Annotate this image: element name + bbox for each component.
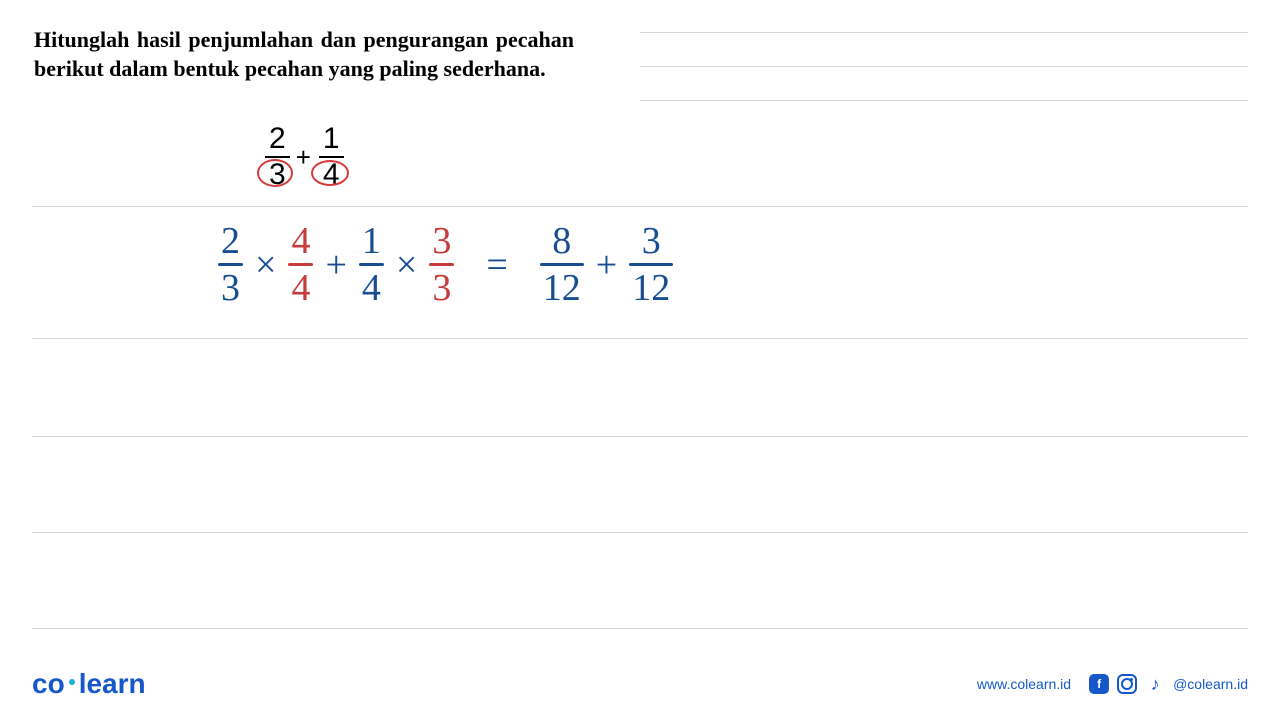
fraction-bar [629,263,673,266]
numerator: 3 [429,222,454,260]
operator: × [396,243,417,287]
operator: + [325,243,346,287]
social-icons: f ♪ @colearn.id [1089,674,1248,694]
denominator: 3 [429,269,454,307]
numerator: 2 [218,222,243,260]
guide-line [640,32,1248,33]
denominator: 4 [359,269,384,307]
fraction-bar [288,263,313,266]
fraction-bar [218,263,243,266]
plus-sign: + [296,142,311,173]
logo-dot-icon [69,679,75,685]
denominator: 12 [540,269,584,307]
fraction-2-3: 2 3 [265,124,290,190]
logo-co: co [32,668,65,700]
ruled-line [32,532,1248,533]
circle-annotation [257,159,293,187]
ruled-line [32,436,1248,437]
footer: co learn www.colearn.id f ♪ @colearn.id [32,668,1248,700]
printed-expression: 2 3 + 1 4 [265,124,344,190]
tiktok-icon[interactable]: ♪ [1145,674,1165,694]
operator: × [255,243,276,287]
fraction-bar [359,263,384,266]
hand-fraction: 44 [288,222,313,307]
problem-text: Hitunglah hasil penjumlahan dan penguran… [34,26,574,83]
brand-logo: co learn [32,668,146,700]
denominator: 3 [218,269,243,307]
denominator: 12 [629,269,673,307]
fraction-1-4: 1 4 [319,124,344,190]
guide-line [640,100,1248,101]
social-handle: @colearn.id [1173,676,1248,692]
ruled-line [32,628,1248,629]
page: Hitunglah hasil penjumlahan dan penguran… [0,0,1280,720]
hand-fraction: 14 [359,222,384,307]
operator: = [486,243,507,287]
denominator: 4 [288,269,313,307]
footer-url[interactable]: www.colearn.id [977,676,1071,692]
numerator: 1 [319,124,344,154]
facebook-icon[interactable]: f [1089,674,1109,694]
operator: + [596,243,617,287]
handwritten-work: 23×44+14×33=812+312 [218,222,673,307]
numerator: 1 [359,222,384,260]
numerator: 8 [549,222,574,260]
ruled-line [32,206,1248,207]
hand-fraction: 33 [429,222,454,307]
fraction-bar [540,263,584,266]
logo-learn: learn [79,668,146,700]
numerator: 3 [639,222,664,260]
hand-fraction: 23 [218,222,243,307]
numerator: 2 [265,124,290,154]
numerator: 4 [288,222,313,260]
fraction-bar [429,263,454,266]
hand-fraction: 812 [540,222,584,307]
guide-line [640,66,1248,67]
ruled-line [32,338,1248,339]
hand-fraction: 312 [629,222,673,307]
circle-annotation [311,160,349,186]
instagram-icon[interactable] [1117,674,1137,694]
